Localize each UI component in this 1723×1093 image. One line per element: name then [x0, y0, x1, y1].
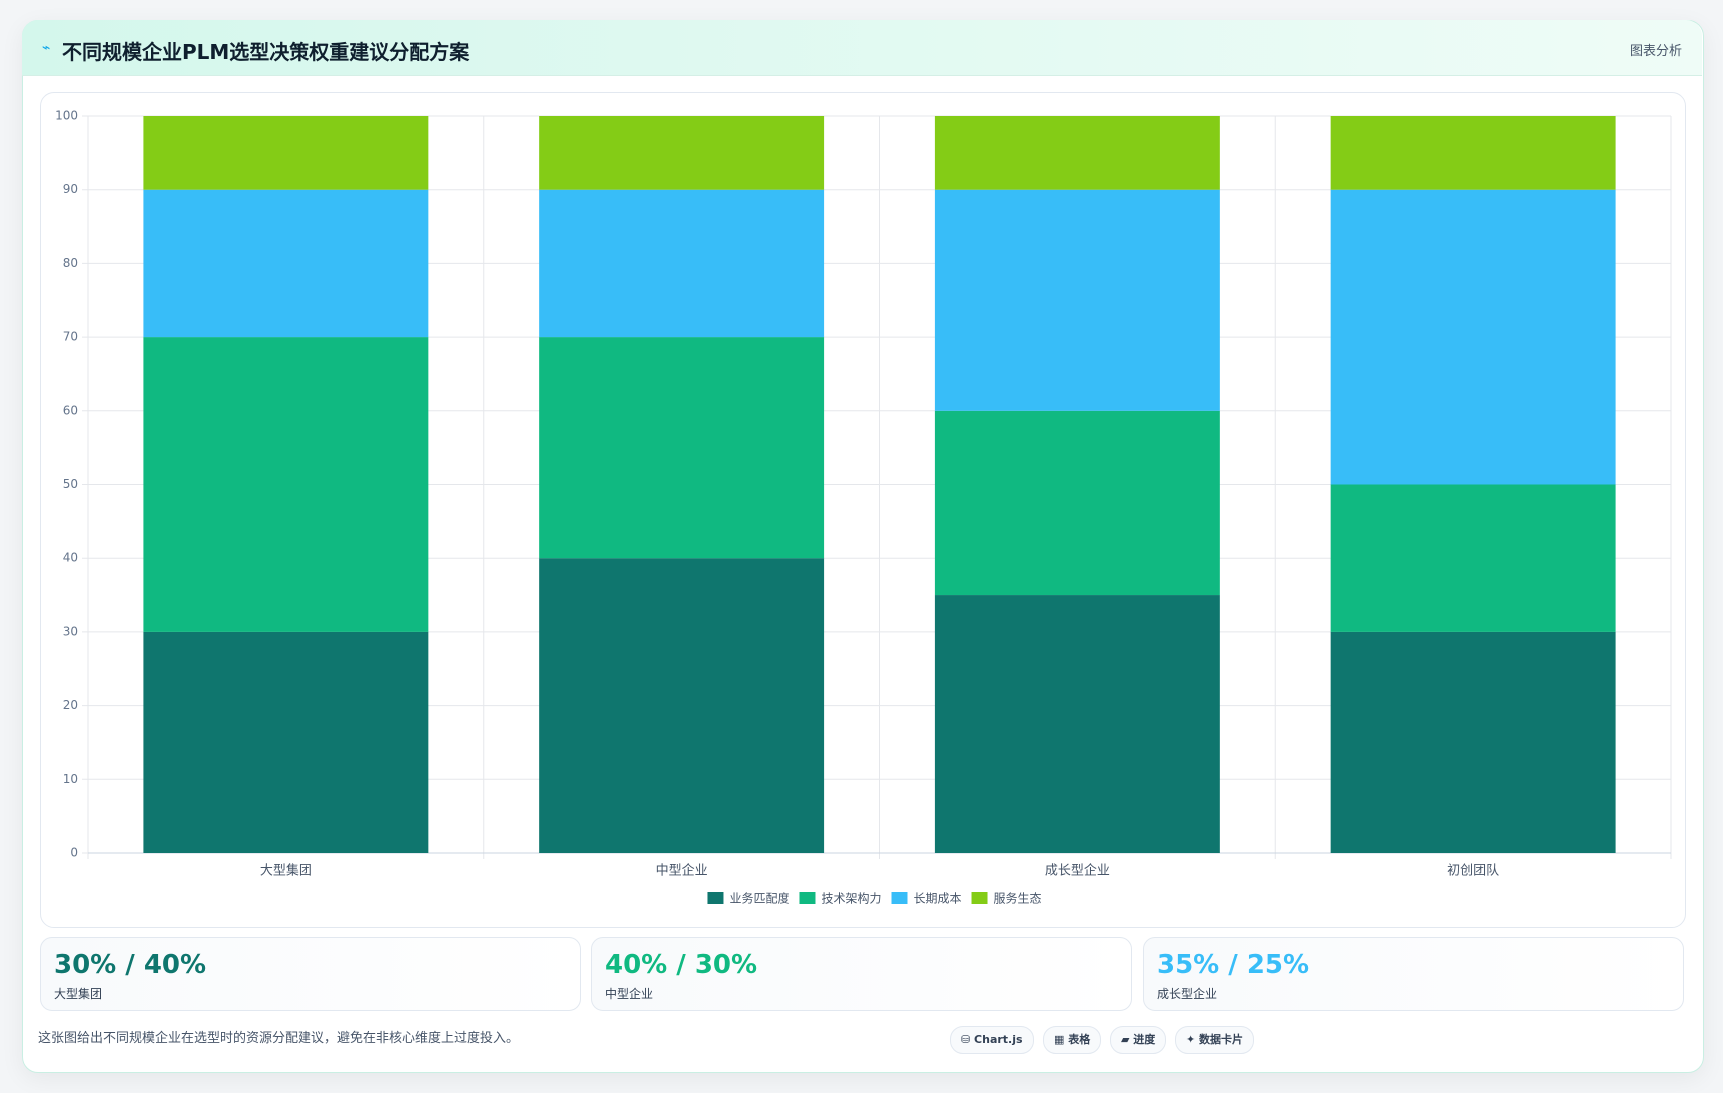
- legend-swatch: [971, 892, 988, 904]
- x-tick-label: 成长型企业: [1045, 863, 1110, 879]
- bar-segment: [934, 116, 1220, 190]
- button-label: 表格: [1068, 1033, 1091, 1046]
- y-tick-label: 50: [63, 477, 78, 491]
- bar-segment: [143, 631, 429, 853]
- bar-segment: [539, 116, 825, 190]
- footer-button[interactable]: ⛁ Chart.js: [950, 1026, 1034, 1054]
- y-tick-label: 100: [55, 109, 78, 123]
- bar-segment: [934, 410, 1220, 596]
- bar-segment: [539, 558, 825, 853]
- bar-segment: [1330, 484, 1616, 632]
- x-tick-label: 中型企业: [656, 863, 708, 879]
- bar-segment: [934, 595, 1220, 853]
- footer-button[interactable]: ▰ 进度: [1110, 1026, 1167, 1054]
- x-tick-label: 大型集团: [260, 863, 312, 879]
- stat-value: 35% / 25%: [1157, 950, 1310, 980]
- bar-segment: [143, 189, 429, 338]
- legend-swatch: [707, 892, 724, 904]
- y-tick-label: 10: [63, 772, 78, 786]
- y-tick-label: 20: [63, 698, 78, 712]
- stat-card: 30% / 40% 大型集团: [40, 937, 581, 1011]
- bar-segment: [1330, 631, 1616, 853]
- stat-label: 中型企业: [605, 987, 654, 1001]
- legend-swatch: [799, 892, 816, 904]
- legend-label: 业务匹配度: [729, 891, 789, 906]
- bar-segment: [539, 189, 825, 338]
- header: [22, 20, 1702, 76]
- bar-segment: [143, 337, 429, 632]
- button-icon: ▰: [1121, 1033, 1134, 1046]
- legend-label: 长期成本: [914, 892, 962, 906]
- y-tick-label: 40: [63, 551, 78, 565]
- chart-panel: 0 10 20 30 40 50 60 70 80 90 100 大型集团 中型企业 成长型企业 初创团队业…: [40, 92, 1686, 928]
- button-label: Chart.js: [974, 1033, 1023, 1046]
- header-icon: ⌁: [42, 40, 51, 56]
- y-tick-label: 90: [63, 182, 78, 196]
- button-label: 进度: [1133, 1033, 1156, 1046]
- stat-label: 成长型企业: [1157, 987, 1218, 1001]
- button-icon: ⛁: [961, 1033, 975, 1046]
- legend-label: 技术架构力: [821, 891, 881, 906]
- header-action[interactable]: 图表分析: [1630, 44, 1683, 59]
- stat-card: 40% / 30% 中型企业: [591, 937, 1132, 1011]
- bar-segment: [1330, 116, 1616, 190]
- stat-value: 30% / 40%: [54, 950, 207, 980]
- x-tick-label: 初创团队: [1447, 864, 1499, 879]
- y-tick-label: 70: [63, 330, 78, 344]
- stat-value: 40% / 30%: [605, 950, 758, 980]
- y-tick-label: 30: [63, 624, 78, 638]
- button-label: 数据卡片: [1199, 1033, 1244, 1046]
- footer-button[interactable]: ▦ 表格: [1043, 1026, 1102, 1054]
- y-tick-label: 60: [63, 403, 78, 417]
- button-icon: ✦: [1186, 1033, 1200, 1046]
- chart: 0 10 20 30 40 50 60 70 80 90 100 大型集团 中型企业 成长型企业 初创团队业…: [55, 109, 1672, 906]
- title: 不同规模企业PLM选型决策权重建议分配方案: [62, 40, 470, 64]
- button-icon: ▦: [1054, 1033, 1069, 1046]
- bar-segment: [934, 189, 1220, 411]
- y-tick-label: 80: [63, 256, 78, 270]
- bar-segment: [143, 116, 429, 190]
- bar-segment: [539, 337, 825, 559]
- legend-label: 服务生态: [994, 891, 1042, 906]
- footer-button[interactable]: ✦ 数据卡片: [1175, 1026, 1255, 1054]
- stat-label: 大型集团: [54, 987, 103, 1001]
- y-tick-label: 0: [70, 846, 78, 860]
- bar-segment: [1330, 189, 1616, 485]
- legend-swatch: [891, 892, 908, 904]
- footer-note: 这张图给出不同规模企业在选型时的资源分配建议，避免在非核心维度上过度投入。: [38, 1031, 520, 1046]
- stat-card: 35% / 25% 成长型企业: [1143, 937, 1684, 1011]
